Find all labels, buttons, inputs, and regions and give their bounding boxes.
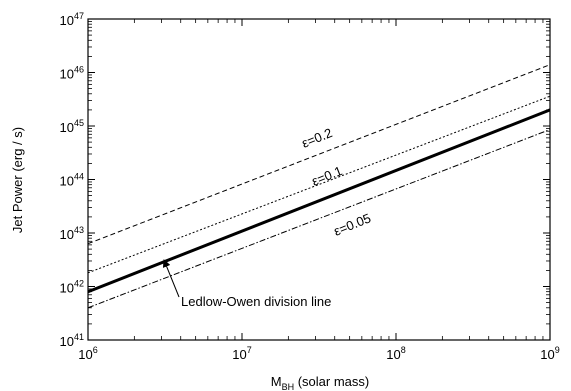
y-tick-base: 10 [60, 281, 74, 296]
x-tick-base: 10 [540, 347, 554, 362]
x-tick-exponent: 6 [93, 345, 98, 355]
y-axis-title: Jet Power (erg / s) [10, 127, 25, 233]
y-tick-base: 10 [60, 13, 74, 28]
y-tick-label: 1046 [60, 65, 84, 82]
x-tick-labels: 106 107 108 109 [78, 345, 559, 362]
x-tick-base: 10 [232, 347, 246, 362]
x-tick-exponent: 9 [555, 345, 560, 355]
y-tick-exponent: 47 [74, 11, 84, 21]
y-tick-base: 10 [60, 174, 74, 189]
label-eps-0-1: ε=0.1 [310, 163, 345, 189]
x-axis-title-subscript: BH [282, 382, 295, 391]
y-tick-base: 10 [60, 67, 74, 82]
x-axis-title-rest: (solar mass) [294, 374, 369, 389]
y-tick-exponent: 41 [74, 332, 84, 342]
x-axis-title: MBH (solar mass) [271, 374, 369, 391]
y-tick-exponent: 43 [74, 225, 84, 235]
label-eps-0-05: ε=0.05 [332, 210, 374, 238]
y-tick-label: 1041 [60, 332, 84, 349]
y-tick-label: 1043 [60, 225, 84, 242]
x-tick-label: 108 [386, 345, 405, 362]
y-tick-label: 1042 [60, 279, 84, 296]
axis-ticks [87, 18, 551, 341]
series-line-eps01 [88, 95, 550, 274]
y-tick-label: 1047 [60, 11, 84, 28]
x-axis-title-main: M [271, 374, 282, 389]
y-tick-exponent: 45 [74, 118, 84, 128]
x-tick-base: 10 [386, 347, 400, 362]
y-tick-label: 1045 [60, 118, 84, 135]
ledlow-owen-arrow [162, 259, 180, 298]
ledlow-owen-label: Ledlow-Owen division line [181, 294, 331, 309]
y-tick-exponent: 46 [74, 65, 84, 75]
y-tick-label: 1044 [60, 172, 84, 189]
x-tick-label: 107 [232, 345, 251, 362]
y-tick-base: 10 [60, 227, 74, 242]
x-tick-base: 10 [78, 347, 92, 362]
y-tick-base: 10 [60, 334, 74, 349]
series-line-eps005 [88, 129, 550, 309]
x-tick-label: 106 [78, 345, 97, 362]
x-tick-label: 109 [540, 345, 559, 362]
y-tick-exponent: 42 [74, 279, 84, 289]
y-tick-exponent: 44 [74, 172, 84, 182]
x-tick-exponent: 7 [247, 345, 252, 355]
x-tick-exponent: 8 [401, 345, 406, 355]
y-tick-base: 10 [60, 120, 74, 135]
series-line-eps02 [88, 64, 550, 245]
label-eps-0-2: ε=0.2 [300, 125, 335, 151]
